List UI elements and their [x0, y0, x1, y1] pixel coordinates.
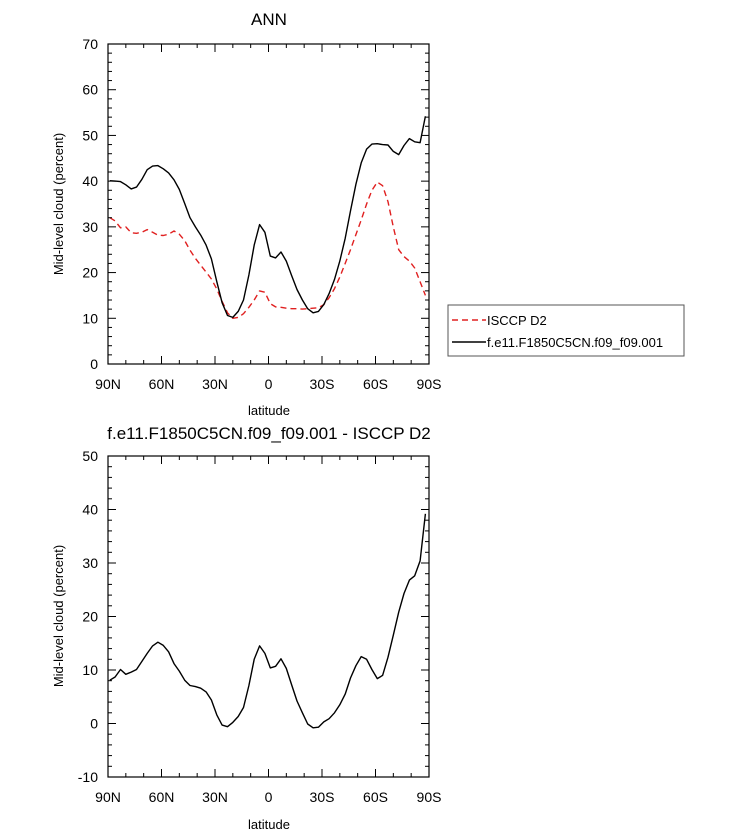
top-ticks: 90N 60N 30N 0 30S 60S 90S 0 10 20 30 40 50 60 70	[82, 36, 441, 392]
legend-box	[447, 304, 685, 357]
bottom-x-axis-label: latitude	[248, 817, 290, 832]
bottom-x-tick-label: 30S	[310, 789, 335, 805]
bottom-x-tick-label: 90S	[417, 789, 442, 805]
top-x-tick-label: 60S	[363, 376, 388, 392]
top-y-tick-label: 50	[82, 127, 98, 143]
bottom-y-tick-label: -10	[78, 769, 98, 785]
top-y-axis-label: Mid-level cloud (percent)	[51, 133, 66, 275]
bottom-y-axis-label: Mid-level cloud (percent)	[51, 545, 66, 687]
top-series-line-isccp	[109, 181, 427, 319]
bottom-series-line-difference	[109, 513, 427, 729]
top-series-line-model	[109, 116, 427, 319]
bottom-y-tick-label: 50	[82, 448, 98, 464]
top-y-tick-label: 30	[82, 219, 98, 235]
bottom-panel: f.e11.F1850C5CN.f09_f09.001 - ISCCP D2 9…	[51, 424, 441, 832]
top-x-tick-label: 0	[265, 376, 273, 392]
top-y-tick-label: 0	[90, 356, 98, 372]
bottom-x-tick-label: 60S	[363, 789, 388, 805]
top-chart-title: ANN	[251, 10, 287, 29]
bottom-y-tick-label: 40	[82, 502, 98, 518]
legend-label-isccp: ISCCP D2	[487, 313, 547, 328]
top-x-tick-label: 30S	[310, 376, 335, 392]
top-y-tick-label: 70	[82, 36, 98, 52]
top-y-tick-label: 60	[82, 82, 98, 98]
bottom-chart-title: f.e11.F1850C5CN.f09_f09.001 - ISCCP D2	[107, 424, 431, 443]
top-y-tick-label: 20	[82, 265, 98, 281]
bottom-x-tick-label: 0	[265, 789, 273, 805]
bottom-x-tick-label: 60N	[149, 789, 175, 805]
top-y-tick-label: 40	[82, 173, 98, 189]
top-plot-frame	[107, 43, 430, 365]
bottom-y-tick-label: 20	[82, 609, 98, 625]
bottom-series-lines	[109, 513, 427, 729]
bottom-y-tick-label: 10	[82, 662, 98, 678]
bottom-plot-frame	[107, 455, 430, 778]
legend-label-model: f.e11.F1850C5CN.f09_f09.001	[487, 335, 663, 350]
bottom-y-tick-label: 30	[82, 555, 98, 571]
top-y-tick-label: 10	[82, 310, 98, 326]
bottom-x-tick-label: 90N	[95, 789, 121, 805]
top-series-lines	[109, 116, 427, 319]
bottom-x-tick-label: 30N	[202, 789, 228, 805]
top-x-tick-label: 90N	[95, 376, 121, 392]
top-x-tick-label: 60N	[149, 376, 175, 392]
top-panel: ANN 90N 60N 30N 0 30S 60S 90S 0 10 20 30 40 50 60 70 l…	[51, 10, 685, 418]
top-x-axis-label: latitude	[248, 403, 290, 418]
top-x-tick-label: 90S	[417, 376, 442, 392]
bottom-y-tick-label: 0	[90, 716, 98, 732]
top-x-tick-label: 30N	[202, 376, 228, 392]
bottom-ticks: 90N 60N 30N 0 30S 60S 90S -10 0 10 20 30 40 50	[78, 448, 442, 805]
legend: ISCCP D2 f.e11.F1850C5CN.f09_f09.001	[447, 304, 685, 357]
